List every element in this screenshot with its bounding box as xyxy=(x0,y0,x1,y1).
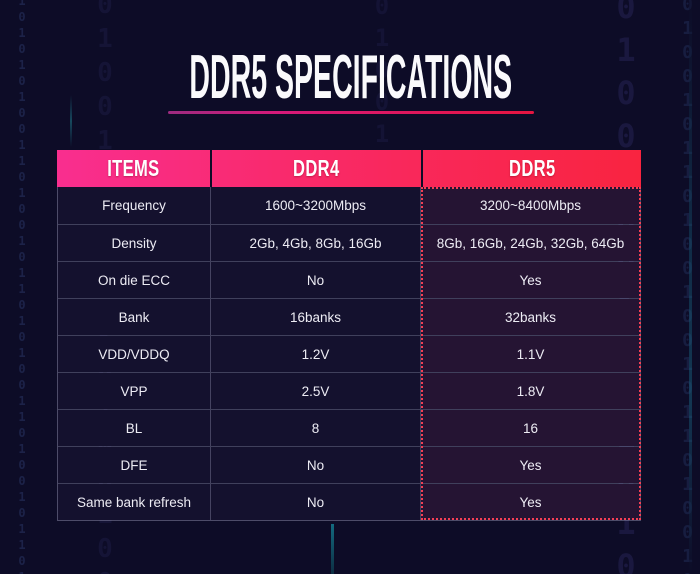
item-cell: On die ECC xyxy=(58,262,210,298)
table-row-bank: Bank 16banks 32banks xyxy=(58,298,640,335)
ddr4-cell: 2.5V xyxy=(210,373,421,409)
ddr4-cell: 2Gb, 4Gb, 8Gb, 16Gb xyxy=(210,225,421,261)
table-row-dfe: DFE No Yes xyxy=(58,446,640,483)
ddr4-cell: No xyxy=(210,447,421,483)
item-cell: Frequency xyxy=(58,187,210,224)
table-row-density: Density 2Gb, 4Gb, 8Gb, 16Gb 8Gb, 16Gb, 2… xyxy=(58,224,640,261)
table-header-row: ITEMS DDR4 DDR5 xyxy=(57,150,641,187)
ddr5-spec-table: ITEMS DDR4 DDR5 Frequency 1600~3200Mbps … xyxy=(57,150,641,521)
table-row-vdd-vddq: VDD/VDDQ 1.2V 1.1V xyxy=(58,335,640,372)
table-row-on-die-ecc: On die ECC No Yes xyxy=(58,261,640,298)
ddr5-cell: Yes xyxy=(421,447,640,483)
item-cell: VDD/VDDQ xyxy=(58,336,210,372)
ddr4-cell: No xyxy=(210,262,421,298)
header-label: ITEMS xyxy=(107,155,160,181)
ddr4-cell: No xyxy=(210,484,421,520)
ddr5-cell: 16 xyxy=(421,410,640,446)
ddr4-cell: 8 xyxy=(210,410,421,446)
ddr5-cell: Yes xyxy=(421,484,640,520)
title-row: DDR5 SPECIFICATIONS xyxy=(0,46,700,109)
ddr4-cell: 1600~3200Mbps xyxy=(210,187,421,224)
title-underline xyxy=(168,111,534,114)
ddr5-cell: Yes xyxy=(421,262,640,298)
ddr5-cell: 8Gb, 16Gb, 24Gb, 32Gb, 64Gb xyxy=(421,225,640,261)
ddr5-cell: 3200~8400Mbps xyxy=(421,187,640,224)
ddr4-cell: 16banks xyxy=(210,299,421,335)
item-cell: DFE xyxy=(58,447,210,483)
item-cell: VPP xyxy=(58,373,210,409)
ddr4-cell: 1.2V xyxy=(210,336,421,372)
item-cell: BL xyxy=(58,410,210,446)
header-label: DDR4 xyxy=(293,155,340,181)
item-cell: Bank xyxy=(58,299,210,335)
table-row-same-bank-refresh: Same bank refresh No Yes xyxy=(58,483,640,520)
item-cell: Density xyxy=(58,225,210,261)
item-cell: Same bank refresh xyxy=(58,484,210,520)
ddr5-cell: 32banks xyxy=(421,299,640,335)
header-label: DDR5 xyxy=(508,155,556,181)
table-row-frequency: Frequency 1600~3200Mbps 3200~8400Mbps xyxy=(58,187,640,224)
teal-accent-line xyxy=(331,524,334,574)
header-cell-ddr4: DDR4 xyxy=(210,150,421,187)
header-cell-ddr5: DDR5 xyxy=(421,150,641,187)
table-body: Frequency 1600~3200Mbps 3200~8400Mbps De… xyxy=(57,187,641,521)
header-cell-items: ITEMS xyxy=(57,150,210,187)
table-row-vpp: VPP 2.5V 1.8V xyxy=(58,372,640,409)
ddr5-cell: 1.8V xyxy=(421,373,640,409)
ddr5-cell: 1.1V xyxy=(421,336,640,372)
table-row-bl: BL 8 16 xyxy=(58,409,640,446)
page-title: DDR5 SPECIFICATIONS xyxy=(189,43,513,112)
